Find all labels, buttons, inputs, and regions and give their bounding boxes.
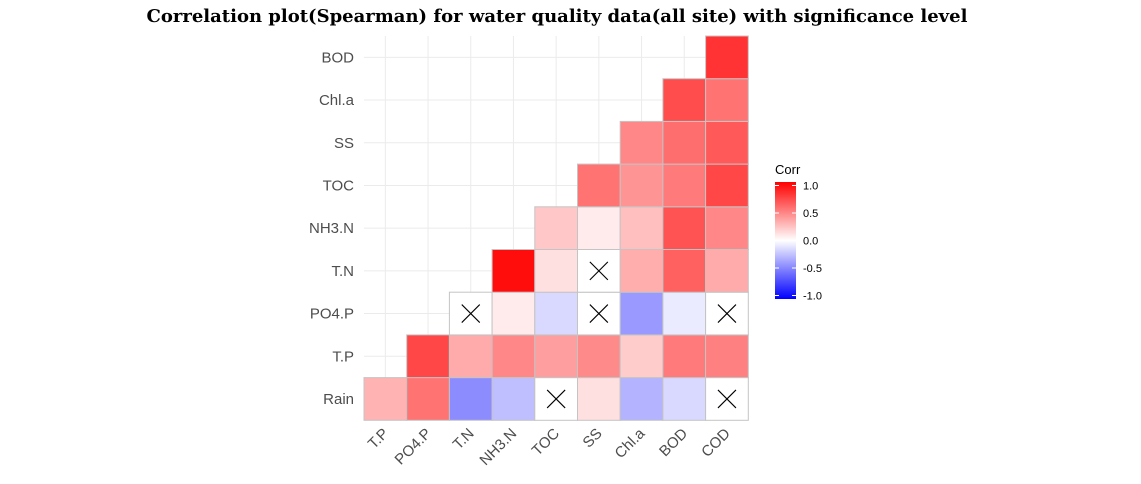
y-tick-label-nh3-n: NH3.N — [309, 220, 354, 237]
tile-t-p-rain — [363, 377, 408, 421]
cross-mark-toc-rain — [546, 389, 566, 409]
tile-chl-a-rain — [619, 377, 664, 421]
cross-mark-ss-t-n — [589, 261, 609, 281]
y-tick-label-ss: SS — [334, 135, 354, 152]
x-tick-label-nh3-n: NH3.N — [476, 425, 520, 469]
tile-toc-po4-p — [534, 291, 578, 336]
tile-t-n-rain — [448, 377, 493, 421]
tile-bod-toc — [662, 163, 707, 208]
x-tick-label-chl-a: Chl.a — [612, 425, 649, 462]
x-tick-label-t-p: T.P — [365, 425, 392, 452]
y-tick-label-toc: TOC — [323, 177, 355, 194]
tile-ss-toc — [577, 163, 621, 208]
tile-nh3-n-t-n — [491, 249, 536, 293]
y-tick-label-rain: Rain — [323, 391, 354, 408]
color-legend: Corr 1.0 0.5 0.0 -0.5 -1.0 — [775, 162, 822, 302]
y-tick-label-po4-p: PO4.P — [310, 306, 354, 323]
tile-chl-a-t-n — [619, 249, 664, 293]
cross-mark-t-n-po4-p — [461, 304, 481, 323]
tile-ss-t-p — [577, 334, 621, 379]
tile-toc-t-n — [534, 249, 578, 293]
tile-po4-p-t-p — [406, 334, 450, 379]
tile-ss-nh3-n — [577, 206, 621, 251]
tile-po4-p-rain — [406, 377, 450, 421]
legend-tick-label: -1.0 — [803, 290, 822, 302]
tile-bod-nh3-n — [662, 206, 707, 251]
x-tick-label-cod: COD — [698, 425, 734, 461]
y-axis-labels: Rain T.P PO4.P T.N NH3.N TOC SS Chl.a BOD — [309, 49, 355, 408]
x-tick-label-po4-p: PO4.P — [392, 425, 435, 468]
y-tick-label-bod: BOD — [321, 49, 354, 66]
tile-cod-chl-a — [705, 78, 749, 122]
tile-bod-t-n — [662, 249, 707, 293]
cross-mark-cod-po4-p — [717, 304, 737, 323]
y-tick-label-t-p: T.P — [332, 348, 354, 365]
tile-nh3-n-t-p — [491, 334, 536, 379]
legend-color-bar — [775, 182, 796, 299]
tile-cod-toc — [705, 163, 749, 208]
tile-chl-a-t-p — [619, 334, 664, 379]
x-tick-label-bod: BOD — [656, 425, 691, 460]
tile-toc-t-p — [534, 334, 578, 379]
tile-toc-nh3-n — [534, 206, 578, 251]
legend-tick-label: 0.5 — [803, 208, 818, 220]
tile-cod-ss — [705, 120, 749, 165]
chart-title: Correlation plot(Spearman) for water qua… — [147, 6, 968, 27]
legend-title: Corr — [775, 162, 801, 177]
not-significant-markers — [461, 261, 737, 409]
y-tick-label-chl-a: Chl.a — [319, 92, 355, 109]
y-tick-label-t-n: T.N — [332, 263, 355, 280]
tile-bod-t-p — [662, 334, 707, 379]
cross-mark-ss-po4-p — [589, 304, 609, 323]
tile-bod-po4-p — [662, 291, 707, 336]
cross-mark-cod-rain — [717, 389, 737, 409]
tile-t-n-t-p — [448, 334, 493, 379]
x-tick-label-ss: SS — [580, 425, 606, 451]
legend-tick-label: 1.0 — [803, 181, 818, 193]
tile-bod-chl-a — [662, 78, 707, 122]
tile-cod-t-p — [705, 334, 749, 379]
legend-ticks: 1.0 0.5 0.0 -0.5 -1.0 — [775, 181, 822, 302]
tile-cod-bod — [705, 35, 749, 80]
tile-nh3-n-rain — [491, 377, 536, 421]
tile-chl-a-nh3-n — [619, 206, 664, 251]
tile-chl-a-po4-p — [619, 291, 664, 336]
tile-chl-a-ss — [619, 120, 664, 165]
legend-tick-label: -0.5 — [803, 263, 822, 275]
tile-cod-nh3-n — [705, 206, 749, 251]
tile-bod-rain — [662, 377, 707, 421]
legend-tick-label: 0.0 — [803, 236, 818, 248]
x-tick-label-t-n: T.N — [450, 425, 478, 453]
tile-ss-rain — [577, 377, 621, 421]
x-tick-label-toc: TOC — [529, 425, 563, 459]
tile-cod-t-n — [705, 249, 749, 293]
tile-bod-ss — [662, 120, 707, 165]
tile-chl-a-toc — [619, 163, 664, 208]
tile-nh3-n-po4-p — [491, 291, 536, 336]
